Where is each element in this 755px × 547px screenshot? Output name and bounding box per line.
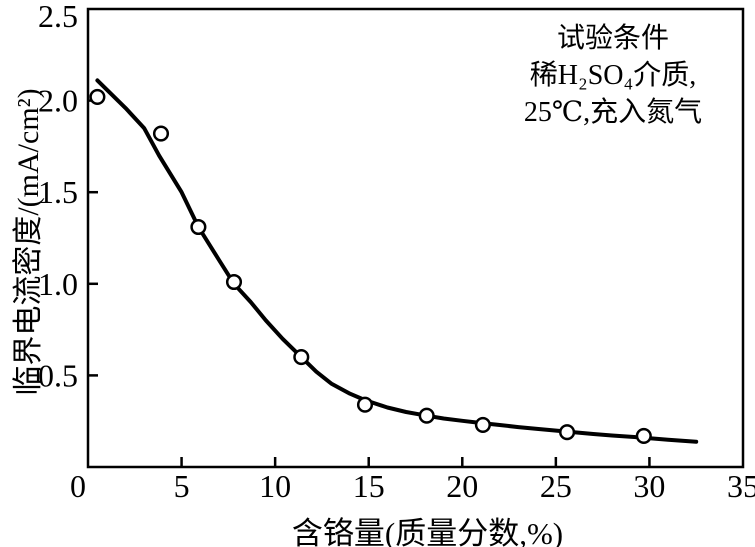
x-tick-label: 25 <box>540 468 572 504</box>
y-tick-label: 2.0 <box>38 83 78 119</box>
y-tick-label: 1.0 <box>38 266 78 302</box>
y-tick-label: 1.5 <box>38 174 78 210</box>
data-point <box>635 427 652 444</box>
x-tick-label: 15 <box>353 468 385 504</box>
data-point <box>190 218 207 236</box>
data-point <box>89 88 106 105</box>
x-tick-label: 30 <box>633 468 665 504</box>
x-tick-label: 0 <box>70 468 86 504</box>
data-point <box>474 416 491 433</box>
data-point <box>559 424 576 441</box>
data-point <box>152 125 170 142</box>
data-point <box>293 349 310 366</box>
y-tick-label: 0.5 <box>38 357 78 393</box>
y-axis-label: 临界电流密度/(mA/cm²) <box>12 88 45 396</box>
x-tick-label: 35 <box>727 468 755 504</box>
annotation-line-1: 试验条件 <box>556 23 669 54</box>
x-axis-label: 含铬量(质量分数,%) <box>291 516 564 547</box>
data-point <box>418 407 435 424</box>
data-point <box>356 396 374 413</box>
plot-frame <box>86 7 745 469</box>
y-tick-label: 2.5 <box>38 0 78 34</box>
test-conditions-annotation: 试验条件 稀H₂SO₄介质, 25℃,充入氮气 <box>496 20 730 131</box>
x-tick-label: 5 <box>174 468 190 504</box>
data-point <box>225 273 243 291</box>
x-tick-label: 10 <box>259 468 291 504</box>
x-tick-label: 20 <box>446 468 478 504</box>
fit-curve <box>95 78 699 444</box>
annotation-line-3: 25℃,充入氮气 <box>523 97 703 128</box>
annotation-line-2: 稀H₂SO₄介质, <box>529 60 697 91</box>
